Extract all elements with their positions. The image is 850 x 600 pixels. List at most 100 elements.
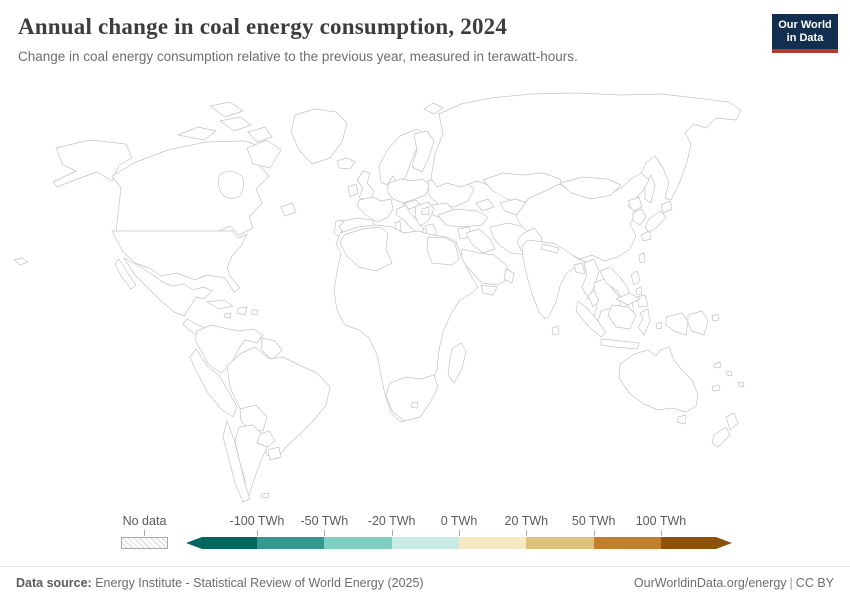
country-chile[interactable] — [222, 420, 251, 503]
chart-header: Annual change in coal energy consumption… — [18, 14, 760, 64]
country-oman-uae[interactable] — [503, 268, 515, 284]
legend-ticks: -100 TWh -50 TWh -20 TWh 0 TWh 20 TWh 50 TWh 1… — [186, 512, 732, 537]
country-canada-newfoundland[interactable] — [280, 202, 297, 217]
country-north-korea[interactable] — [627, 196, 643, 212]
country-canada-arctic-1[interactable] — [177, 126, 217, 141]
country-taiwan[interactable] — [638, 252, 646, 264]
country-peru-ecuador[interactable] — [189, 348, 238, 418]
country-hawaii[interactable] — [13, 257, 29, 266]
legend-segment[interactable] — [593, 537, 661, 549]
country-new-zealand-south[interactable] — [711, 426, 731, 448]
country-philippines-luzon[interactable] — [630, 270, 641, 286]
region-balkans-nodata[interactable] — [420, 206, 430, 216]
country-canada[interactable] — [111, 140, 274, 236]
country-italy-sardinia[interactable] — [394, 220, 402, 232]
country-png-islands[interactable] — [711, 313, 720, 322]
region-new-caledonia[interactable] — [711, 384, 721, 392]
country-mexico[interactable] — [123, 257, 213, 317]
country-papua-new-guinea[interactable] — [687, 310, 709, 336]
legend-tick-mark — [660, 530, 662, 536]
country-jamaica[interactable] — [223, 312, 232, 319]
legend-segment[interactable] — [186, 537, 257, 549]
legend-tick-mark — [458, 530, 460, 536]
country-sri-lanka[interactable] — [551, 325, 560, 336]
country-alaska[interactable] — [52, 139, 133, 188]
country-madagascar[interactable] — [447, 342, 467, 384]
no-data-swatch[interactable] — [121, 537, 168, 549]
country-mexico-baja[interactable] — [114, 258, 137, 290]
country-france[interactable] — [356, 196, 394, 223]
country-turkey[interactable] — [437, 208, 489, 228]
legend-segment[interactable] — [458, 537, 527, 549]
country-japan-hokkaido[interactable] — [660, 200, 673, 214]
country-south-africa[interactable] — [385, 374, 439, 422]
legend-tick-label: -20 TWh — [367, 514, 416, 528]
region-caucasus[interactable] — [475, 198, 495, 212]
country-greenland[interactable] — [290, 108, 348, 165]
legend-tick-mark — [391, 530, 393, 536]
data-source-text: Energy Institute - Statistical Review of… — [91, 576, 424, 590]
country-united-states[interactable] — [111, 230, 248, 293]
country-canada-arctic-4[interactable] — [247, 126, 273, 143]
country-ireland[interactable] — [347, 183, 359, 198]
region-vanuatu[interactable] — [725, 370, 733, 377]
country-iceland[interactable] — [336, 157, 356, 170]
country-indonesia-java[interactable] — [600, 338, 640, 350]
country-canada-arctic-2[interactable] — [219, 116, 252, 132]
country-philippines-mindanao[interactable] — [636, 294, 649, 308]
country-new-zealand-north[interactable] — [725, 412, 739, 431]
country-united-kingdom[interactable] — [356, 170, 375, 201]
region-fiji[interactable] — [737, 381, 745, 388]
country-canada-baffin[interactable] — [246, 139, 282, 169]
country-bangladesh[interactable] — [573, 262, 586, 275]
country-malaysia-peninsula[interactable] — [587, 290, 600, 308]
country-nepal[interactable] — [540, 243, 560, 254]
country-japan-kyushu[interactable] — [640, 230, 652, 242]
legend-segment[interactable] — [526, 537, 594, 549]
legend-segment[interactable] — [391, 537, 459, 549]
owid-logo[interactable]: Our World in Data — [772, 14, 838, 53]
country-south-korea[interactable] — [632, 208, 647, 226]
region-solomon-islands[interactable] — [713, 361, 722, 369]
license-link[interactable]: CC BY — [795, 576, 834, 590]
country-colombia-venezuela[interactable] — [194, 324, 264, 374]
country-germany-poland[interactable] — [386, 178, 430, 204]
country-india[interactable] — [521, 239, 589, 320]
country-yemen[interactable] — [480, 284, 498, 296]
region-africa-no-data[interactable] — [333, 224, 479, 423]
data-source: Data source: Energy Institute - Statisti… — [16, 576, 424, 590]
country-malaysia-borneo[interactable] — [615, 292, 641, 306]
legend-tick-mark — [526, 530, 528, 536]
country-indonesia-west-papua[interactable] — [665, 312, 689, 336]
country-indonesia-maluku[interactable] — [655, 321, 663, 330]
country-finland[interactable] — [411, 130, 435, 173]
country-philippines-visayas[interactable] — [635, 286, 643, 296]
country-iraq[interactable] — [465, 228, 496, 254]
country-indonesia-sulawesi[interactable] — [637, 308, 651, 336]
country-svalbard[interactable] — [423, 102, 444, 115]
world-map — [0, 88, 850, 508]
country-indonesia-sumatra[interactable] — [575, 300, 607, 338]
country-falkland-islands[interactable] — [260, 492, 270, 499]
country-japan-honshu[interactable] — [644, 210, 667, 234]
country-indonesia-kalimantan[interactable] — [607, 304, 637, 330]
country-canada-arctic-3[interactable] — [209, 101, 244, 118]
country-algeria[interactable] — [339, 226, 393, 272]
legend-segment[interactable] — [661, 537, 732, 549]
country-mongolia[interactable] — [559, 176, 622, 200]
country-uruguay[interactable] — [267, 446, 282, 461]
country-hispaniola[interactable] — [236, 306, 248, 316]
legend-segment[interactable] — [324, 537, 392, 549]
data-source-label: Data source: — [16, 576, 92, 590]
country-lesotho[interactable] — [410, 401, 419, 409]
region-guyanas[interactable] — [260, 337, 283, 361]
page-subtitle: Change in coal energy consumption relati… — [18, 49, 578, 64]
country-puerto-rico[interactable] — [250, 309, 259, 316]
owid-link[interactable]: OurWorldinData.org/energy — [633, 576, 787, 590]
country-australia[interactable] — [618, 346, 699, 413]
country-cuba[interactable] — [206, 299, 234, 310]
country-tasmania[interactable] — [676, 414, 687, 425]
country-bolivia[interactable] — [239, 404, 268, 432]
legend-segment[interactable] — [257, 537, 325, 549]
country-egypt[interactable] — [426, 236, 460, 266]
